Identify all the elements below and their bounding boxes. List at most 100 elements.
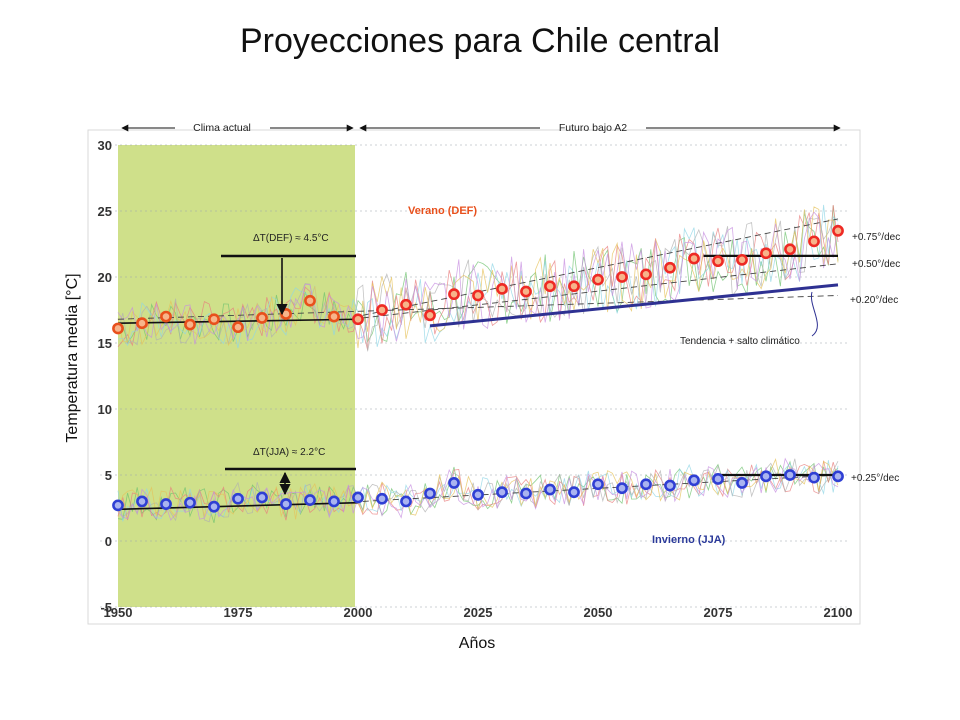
winter-point <box>280 498 292 510</box>
winter-point <box>568 486 580 499</box>
winter-label: Invierno (JJA) <box>652 534 726 546</box>
trend-summer-high <box>362 218 839 316</box>
winter-point <box>208 500 220 513</box>
summer-point <box>664 261 676 274</box>
x-tick-label: 1950 <box>104 605 133 620</box>
winter-point <box>232 492 244 505</box>
y-tick-label: 10 <box>98 402 112 417</box>
y-tick-label: 30 <box>98 138 112 153</box>
trend-label-winter: +0.25°/dec <box>851 473 899 484</box>
y-tick-label: 0 <box>105 534 112 549</box>
trend-summer-low <box>117 295 839 320</box>
summer-point <box>592 273 604 286</box>
y-tick-label: -5 <box>100 600 112 615</box>
y-tick-label: 20 <box>98 270 112 285</box>
winter-point <box>496 486 508 499</box>
summer-point <box>832 224 844 237</box>
summer-baseline-line <box>117 318 359 324</box>
winter-point <box>400 495 412 508</box>
summer-point <box>376 304 388 316</box>
summer-point <box>640 268 652 281</box>
winter-point <box>184 496 196 509</box>
summer-point <box>400 298 412 311</box>
trend-jump-line <box>429 283 839 328</box>
x-tick-label: 2075 <box>704 605 733 620</box>
x-tick-label: 2025 <box>464 605 493 620</box>
summer-point <box>760 247 772 260</box>
trend-lines <box>117 218 839 511</box>
summer-point <box>712 255 724 268</box>
summer-point <box>328 310 340 323</box>
winter-point <box>256 491 268 504</box>
summer-point <box>136 317 148 330</box>
winter-point <box>328 495 340 508</box>
y-axis-title: Temperatura media [°C] <box>64 273 81 442</box>
winter-point <box>640 478 652 491</box>
summer-point <box>304 294 316 307</box>
y-tick-label: 25 <box>98 204 112 219</box>
winter-point <box>784 469 796 481</box>
model-line <box>117 458 839 523</box>
y-tick-label: 15 <box>98 336 112 351</box>
summer-label: Verano (DEF) <box>408 205 477 217</box>
summer-delta-label: ΔT(DEF) ≈ 4.5°C <box>253 233 329 244</box>
x-tick-label: 2050 <box>584 605 613 620</box>
summer-point <box>544 280 556 293</box>
winter-point <box>664 479 676 492</box>
trend-label-summer-low: +0.20°/dec <box>850 295 898 306</box>
summer-point <box>496 282 508 295</box>
summer-point <box>568 280 580 293</box>
winter-point <box>304 494 316 506</box>
summer-point <box>616 271 628 283</box>
trend-jump-connector <box>810 291 818 337</box>
winter-point <box>136 495 148 508</box>
chart-title: Proyecciones para Chile central <box>239 22 721 60</box>
winter-point <box>352 491 364 504</box>
winter-point <box>160 498 172 510</box>
winter-point <box>520 487 532 500</box>
winter-point <box>832 470 844 483</box>
x-axis-title: Años <box>459 635 495 652</box>
summer-point <box>448 288 460 301</box>
current-period-label: Clima actual <box>193 122 251 134</box>
winter-point <box>688 474 700 487</box>
future-period-label: Futuro bajo A2 <box>559 122 627 134</box>
x-tick-label: 2100 <box>824 605 853 620</box>
winter-delta-label: ΔT(JJA) ≈ 2.2°C <box>253 447 325 458</box>
winter-baseline-line <box>117 501 359 511</box>
summer-point <box>352 313 364 326</box>
summer-point <box>808 235 820 248</box>
summer-point <box>472 289 484 302</box>
data-markers <box>112 224 844 513</box>
winter-point <box>616 482 628 495</box>
trend-jump-label: Tendencia + salto climático <box>680 336 800 347</box>
x-tick-label: 2000 <box>344 605 373 620</box>
winter-point <box>472 488 484 501</box>
summer-point <box>184 318 196 331</box>
winter-point <box>808 471 820 484</box>
summer-point <box>112 322 124 335</box>
winter-point <box>376 492 388 505</box>
winter-point <box>112 499 124 512</box>
trend-label-summer-high: +0.75°/dec <box>852 232 900 243</box>
x-tick-label: 1975 <box>224 605 253 620</box>
summer-point <box>784 243 796 256</box>
summer-point <box>424 309 436 322</box>
winter-point <box>448 477 460 489</box>
y-tick-label: 5 <box>105 468 112 483</box>
winter-point <box>592 478 604 491</box>
winter-point <box>712 473 724 485</box>
trend-label-summer-mid: +0.50°/dec <box>852 259 900 270</box>
winter-point <box>760 470 772 483</box>
summer-point <box>688 252 700 265</box>
winter-point <box>736 477 748 489</box>
winter-point <box>424 487 436 500</box>
summer-point <box>736 253 748 266</box>
summer-point <box>208 313 220 326</box>
summer-point <box>256 312 268 324</box>
summer-point <box>160 310 172 323</box>
model-line <box>117 204 839 349</box>
summer-point <box>232 321 244 334</box>
